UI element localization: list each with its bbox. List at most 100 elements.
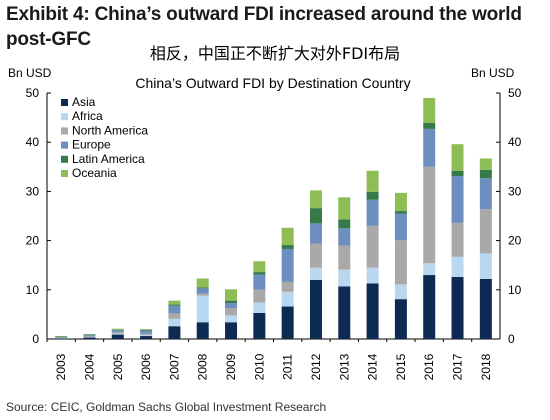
bar-segment <box>451 144 464 171</box>
x-tick-label: 2007 <box>167 353 181 380</box>
bar-segment <box>225 322 238 339</box>
bars <box>55 97 492 340</box>
x-tick-label: 2008 <box>196 353 210 380</box>
bar-segment <box>309 279 322 339</box>
bar-segment <box>111 333 124 335</box>
bar-segment <box>281 306 294 339</box>
bar-segment <box>140 333 153 336</box>
bar-segment <box>366 283 379 339</box>
x-tick-label: 2005 <box>111 353 125 380</box>
bar-segment <box>111 329 124 331</box>
y-tick-label-right: 50 <box>508 86 522 100</box>
bar-segment <box>196 287 209 289</box>
bar-segment <box>281 291 294 307</box>
bar-segment <box>140 336 153 339</box>
bar-segment <box>168 304 181 306</box>
bar-segment <box>309 267 322 280</box>
bar-segment <box>225 300 238 304</box>
left-axis-unit: Bn USD <box>8 66 52 80</box>
x-tick-label: 2004 <box>82 353 96 380</box>
x-tick-label: 2015 <box>394 353 408 380</box>
x-tick-label: 2009 <box>224 353 238 380</box>
bar-segment <box>451 176 464 223</box>
legend-label: Latin America <box>72 152 145 166</box>
bar-segment <box>83 334 96 336</box>
bar-segment <box>83 334 96 335</box>
y-tick-label-left: 30 <box>26 184 40 198</box>
bar-segment <box>168 313 181 319</box>
bar-segment <box>366 191 379 200</box>
bar-segment <box>309 208 322 224</box>
legend-swatch <box>61 141 68 149</box>
bar-segment <box>451 222 464 257</box>
bar-segment <box>253 272 266 275</box>
legend-label: Oceania <box>72 166 117 180</box>
bar-segment <box>83 336 96 338</box>
legend-swatch <box>61 127 68 135</box>
x-tick-label: 2006 <box>139 353 153 380</box>
bar-segment <box>83 337 96 339</box>
bar-segment <box>479 158 492 170</box>
x-tick-label: 2014 <box>366 353 380 380</box>
chinese-subtitle: 相反，中国正不断扩大对外FDI布局 <box>149 44 401 63</box>
bar-segment <box>338 219 351 229</box>
x-tick-label: 2011 <box>281 354 295 380</box>
bar-segment <box>451 170 464 177</box>
right-axis-unit: Bn USD <box>471 66 515 80</box>
bar-segment <box>451 277 464 339</box>
bar-segment <box>196 322 209 339</box>
legend-label: Asia <box>72 95 96 109</box>
bar-segment <box>394 284 407 300</box>
legend-label: North America <box>72 123 148 137</box>
bar-segment <box>281 227 294 246</box>
legend-swatch <box>61 170 68 177</box>
bar-segment <box>423 275 436 339</box>
x-tick-label: 2013 <box>337 353 351 380</box>
bar-segment <box>394 211 407 214</box>
bar-segment <box>479 253 492 279</box>
x-tick-label: 2016 <box>422 353 436 380</box>
bar-segment <box>55 336 68 337</box>
bar-segment <box>479 278 492 339</box>
bar-segment <box>83 337 96 338</box>
bar-segment <box>423 97 436 124</box>
y-tick-label-left: 0 <box>32 332 39 346</box>
y-tick-label-left: 10 <box>26 283 40 297</box>
bar-segment <box>479 209 492 254</box>
bar-segment <box>168 318 181 327</box>
bar-segment <box>394 213 407 241</box>
bar-segment <box>140 329 153 331</box>
bar-segment <box>394 192 407 212</box>
legend-label: Africa <box>72 109 103 123</box>
bar-segment <box>338 245 351 270</box>
x-tick-label: 2010 <box>252 353 266 380</box>
bar-segment <box>253 261 266 273</box>
bar-segment <box>451 256 464 278</box>
bar-segment <box>55 337 68 339</box>
legend-swatch <box>61 113 68 121</box>
y-tick-label-left: 20 <box>26 234 40 248</box>
bar-segment <box>168 326 181 339</box>
exhibit-title: Exhibit 4: China’s outward FDI increased… <box>6 4 522 50</box>
bar-segment <box>281 245 294 249</box>
y-tick-label-right: 10 <box>508 283 522 297</box>
bar-segment <box>55 338 68 340</box>
bar-segment <box>253 289 266 303</box>
y-tick-label-left: 50 <box>26 86 40 100</box>
bar-segment <box>366 170 379 192</box>
source-note: Source: CEIC, Goldman Sachs Global Inves… <box>6 400 327 414</box>
bar-segment <box>253 302 266 313</box>
bar-segment <box>309 223 322 244</box>
bar-segment <box>338 269 351 287</box>
bar-segment <box>196 288 209 294</box>
bar-segment <box>225 308 238 316</box>
bar-segment <box>423 263 436 276</box>
bar-segment <box>338 228 351 246</box>
bar-segment <box>140 335 153 337</box>
bar-segment <box>253 274 266 290</box>
bar-segment <box>111 332 124 334</box>
bar-segment <box>225 289 238 301</box>
legend-swatch <box>61 155 68 163</box>
